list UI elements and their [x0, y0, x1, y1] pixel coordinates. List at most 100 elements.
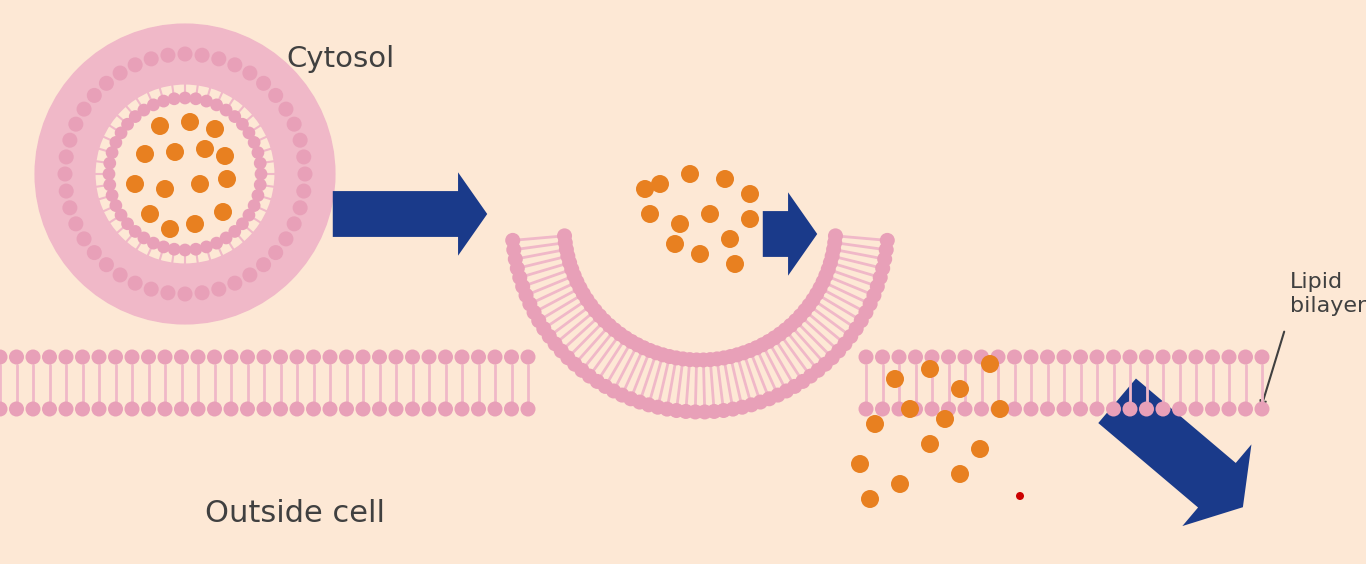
Circle shape [826, 242, 841, 257]
Circle shape [182, 113, 199, 131]
Circle shape [663, 349, 678, 364]
Circle shape [572, 280, 587, 296]
Circle shape [1007, 350, 1022, 364]
Circle shape [813, 280, 828, 296]
Circle shape [236, 118, 249, 131]
Circle shape [109, 199, 122, 212]
Circle shape [372, 402, 387, 416]
Circle shape [116, 105, 254, 243]
Circle shape [240, 350, 255, 364]
Circle shape [723, 349, 738, 364]
Circle shape [76, 231, 92, 246]
Circle shape [208, 350, 223, 364]
Circle shape [279, 102, 294, 117]
Circle shape [104, 178, 116, 191]
Circle shape [63, 133, 78, 148]
Circle shape [725, 255, 744, 273]
Circle shape [268, 245, 283, 260]
Circle shape [971, 440, 989, 458]
Circle shape [716, 170, 734, 188]
Circle shape [322, 402, 337, 416]
Circle shape [762, 391, 777, 406]
Circle shape [669, 350, 684, 365]
Circle shape [908, 350, 923, 364]
Circle shape [76, 102, 92, 117]
Circle shape [92, 350, 107, 364]
Circle shape [141, 350, 156, 364]
Circle shape [1188, 350, 1203, 364]
Circle shape [292, 200, 307, 215]
Circle shape [87, 88, 102, 103]
Circle shape [520, 402, 535, 416]
Circle shape [422, 350, 437, 364]
Circle shape [98, 76, 113, 91]
Circle shape [837, 336, 852, 351]
Circle shape [438, 350, 454, 364]
Circle shape [787, 379, 802, 394]
Circle shape [740, 210, 759, 228]
Circle shape [679, 404, 694, 419]
Circle shape [141, 402, 156, 416]
Circle shape [220, 104, 232, 116]
Circle shape [892, 402, 907, 416]
Circle shape [590, 374, 605, 389]
Circle shape [438, 402, 454, 416]
Circle shape [560, 249, 575, 263]
Circle shape [488, 350, 503, 364]
Circle shape [687, 404, 702, 420]
Text: Outside cell: Outside cell [205, 500, 385, 528]
Circle shape [128, 110, 142, 123]
Circle shape [242, 65, 257, 81]
Circle shape [809, 287, 824, 301]
Circle shape [42, 402, 57, 416]
Circle shape [257, 402, 272, 416]
Circle shape [891, 475, 908, 493]
Circle shape [339, 350, 354, 364]
Circle shape [682, 352, 697, 367]
Circle shape [619, 331, 634, 345]
Circle shape [981, 355, 999, 373]
Circle shape [887, 370, 904, 388]
Circle shape [10, 402, 25, 416]
Circle shape [593, 309, 607, 323]
Circle shape [582, 368, 597, 384]
Circle shape [579, 292, 594, 307]
Circle shape [526, 305, 541, 320]
Circle shape [240, 402, 255, 416]
Circle shape [216, 147, 234, 165]
Circle shape [254, 157, 266, 170]
Circle shape [866, 415, 884, 433]
Circle shape [59, 183, 74, 199]
Circle shape [236, 217, 249, 230]
Circle shape [1074, 350, 1087, 364]
Circle shape [242, 267, 257, 283]
Circle shape [339, 402, 354, 416]
Circle shape [858, 305, 873, 320]
Circle shape [921, 435, 938, 453]
Circle shape [695, 352, 710, 368]
Circle shape [772, 327, 787, 342]
Circle shape [127, 58, 142, 72]
Circle shape [512, 270, 527, 285]
Circle shape [641, 205, 658, 223]
Circle shape [1090, 350, 1105, 364]
Circle shape [138, 104, 150, 116]
Circle shape [766, 331, 781, 345]
Circle shape [632, 395, 647, 409]
Circle shape [615, 387, 630, 403]
Circle shape [190, 350, 205, 364]
Circle shape [59, 350, 74, 364]
Circle shape [951, 465, 968, 483]
Circle shape [143, 51, 158, 67]
Circle shape [124, 402, 139, 416]
Circle shape [212, 51, 227, 67]
Circle shape [268, 88, 283, 103]
Circle shape [522, 297, 537, 311]
Circle shape [251, 189, 264, 202]
Circle shape [148, 237, 160, 249]
Circle shape [212, 281, 227, 297]
Circle shape [128, 225, 142, 238]
Circle shape [675, 351, 690, 367]
Circle shape [179, 91, 191, 104]
Circle shape [505, 233, 520, 248]
